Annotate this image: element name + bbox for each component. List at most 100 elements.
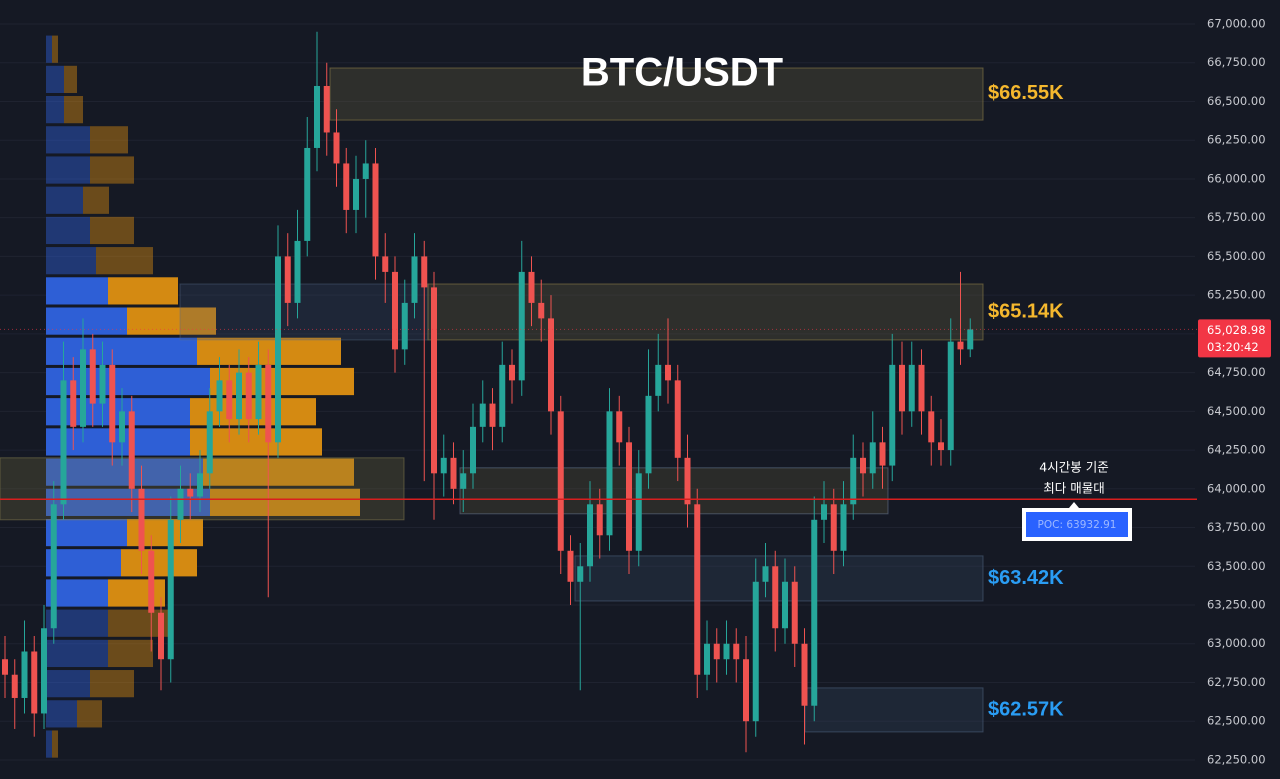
y-tick-label: 64,500.00 bbox=[1207, 404, 1266, 418]
profile-sell bbox=[90, 156, 134, 184]
y-tick-label: 65,500.00 bbox=[1207, 249, 1266, 263]
candle-body bbox=[89, 349, 96, 404]
candle-body bbox=[265, 364, 272, 443]
candle-body bbox=[314, 85, 320, 148]
poc-label: POC: 63932.91 bbox=[1038, 519, 1117, 531]
candle-body bbox=[918, 364, 925, 412]
candle-body bbox=[421, 256, 428, 288]
candle-body bbox=[245, 372, 252, 420]
candle-body bbox=[275, 256, 281, 443]
profile-sell bbox=[90, 126, 128, 154]
profile-buy bbox=[46, 518, 127, 547]
candle-body bbox=[60, 380, 67, 505]
y-tick-label: 63,500.00 bbox=[1207, 559, 1266, 573]
profile-buy bbox=[46, 65, 64, 94]
y-tick-label: 62,500.00 bbox=[1207, 714, 1266, 728]
candle-body bbox=[879, 442, 886, 466]
candle-body bbox=[440, 457, 447, 474]
profile-sell bbox=[64, 96, 83, 124]
candle-body bbox=[938, 442, 944, 451]
candle-body bbox=[31, 651, 38, 714]
candle-body bbox=[216, 380, 223, 412]
candle-body bbox=[850, 457, 857, 505]
candle-body bbox=[694, 504, 701, 675]
profile-sell bbox=[77, 700, 102, 728]
candle-body bbox=[655, 364, 662, 396]
candle-body bbox=[177, 488, 184, 520]
candle-body bbox=[489, 403, 496, 427]
candle-body bbox=[860, 457, 866, 474]
profile-sell bbox=[197, 337, 341, 365]
profile-buy bbox=[46, 96, 64, 124]
candle-body bbox=[450, 457, 457, 489]
candle-body bbox=[226, 380, 233, 420]
candle-body bbox=[187, 488, 194, 497]
y-tick-label: 65,250.00 bbox=[1207, 288, 1266, 302]
candle-body bbox=[587, 504, 593, 567]
candle-body bbox=[304, 147, 311, 241]
candle-body bbox=[782, 581, 788, 629]
candle-body bbox=[606, 411, 613, 536]
candle-body bbox=[294, 240, 301, 303]
candle-body bbox=[743, 659, 749, 722]
candle-body bbox=[284, 256, 291, 303]
candle-body bbox=[723, 643, 730, 660]
candle-body bbox=[811, 519, 818, 706]
poc-badge bbox=[1026, 512, 1128, 537]
profile-buy bbox=[46, 337, 197, 365]
zone-label: $66.55K bbox=[988, 82, 1064, 104]
candle-body bbox=[772, 566, 779, 629]
zone bbox=[329, 67, 984, 121]
y-tick-label: 62,750.00 bbox=[1207, 675, 1266, 689]
profile-sell bbox=[64, 65, 77, 94]
candle-body bbox=[323, 85, 330, 133]
candle-body bbox=[167, 519, 174, 660]
profile-buy bbox=[46, 126, 90, 154]
profile-sell bbox=[52, 35, 58, 63]
profile-sell bbox=[108, 277, 178, 305]
profile-sell bbox=[108, 579, 165, 607]
candle-body bbox=[362, 163, 369, 179]
candle-body bbox=[50, 504, 57, 629]
candle-body bbox=[372, 163, 379, 257]
candle-body bbox=[557, 411, 564, 551]
zone bbox=[427, 283, 984, 341]
profile-buy bbox=[46, 156, 90, 184]
last-price-badge bbox=[1198, 319, 1271, 358]
candle-body bbox=[518, 271, 525, 381]
candle-body bbox=[801, 643, 808, 706]
candle-body bbox=[830, 504, 837, 551]
candle-body bbox=[343, 163, 350, 210]
candle-body bbox=[158, 612, 164, 660]
profile-buy bbox=[46, 398, 190, 426]
candle-body bbox=[957, 341, 964, 350]
candle-body bbox=[635, 473, 642, 551]
candle-body bbox=[538, 302, 545, 319]
y-tick-label: 66,500.00 bbox=[1207, 94, 1266, 108]
candle-body bbox=[236, 372, 242, 420]
profile-buy bbox=[46, 186, 83, 214]
zone-label: $63.42K bbox=[988, 567, 1064, 589]
candle-body bbox=[577, 566, 584, 582]
candle-body bbox=[11, 674, 18, 698]
candle-body bbox=[889, 364, 896, 466]
candle-body bbox=[791, 581, 798, 644]
candle-body bbox=[665, 364, 671, 381]
profile-buy bbox=[46, 216, 90, 245]
profile-sell bbox=[108, 639, 153, 668]
candle-body bbox=[138, 488, 145, 551]
candle-body bbox=[109, 364, 116, 443]
candle-body bbox=[947, 341, 954, 451]
profile-buy bbox=[46, 277, 108, 305]
candle-body bbox=[70, 380, 77, 427]
candle-body bbox=[509, 364, 515, 381]
candle-body bbox=[908, 364, 915, 412]
y-tick-label: 64,250.00 bbox=[1207, 443, 1266, 457]
profile-sell bbox=[210, 367, 354, 396]
candle-body bbox=[80, 349, 86, 427]
y-tick-label: 64,750.00 bbox=[1207, 365, 1266, 379]
candle-body bbox=[616, 411, 623, 443]
candle-body bbox=[899, 364, 905, 412]
